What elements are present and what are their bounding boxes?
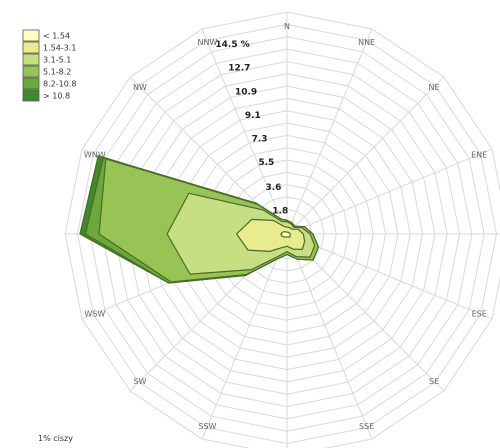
grid-spoke: [286, 28, 373, 235]
grid-spoke: [201, 233, 288, 440]
grid-spoke: [286, 233, 493, 320]
ring-label: 5.5: [258, 158, 274, 168]
series-area-6: [280, 230, 292, 238]
ring-label: 10.9: [235, 87, 257, 97]
grid-spoke: [201, 28, 288, 235]
direction-label: WSW: [84, 310, 105, 319]
legend: < 1.54 1.54-3.1 3.1-5.1 5.1-8.2 8.2-10.8 > 10…: [22, 29, 76, 102]
series-area-5: [235, 218, 306, 252]
radial-grid: [64, 11, 500, 448]
legend-swatch: [22, 77, 40, 90]
direction-label: N: [284, 22, 290, 31]
direction-label: NNW: [197, 38, 217, 47]
calm-text: 1% ciszy: [38, 434, 73, 443]
direction-label: ENE: [471, 150, 487, 159]
ring-label: 14.5 %: [215, 40, 249, 50]
grid-ring: [64, 11, 500, 448]
direction-label: NNE: [358, 38, 375, 47]
direction-labels: N NNE NE ENE ESE SE SSE SSW SW WSW WNW NW NNW: [84, 22, 487, 431]
ring-label: 3.6: [266, 183, 282, 193]
legend-swatch: [22, 29, 40, 42]
legend-label: 3.1-5.1: [43, 56, 71, 65]
direction-label: SE: [429, 377, 439, 386]
ring-labels: 1.8 3.6 5.5 7.3 9.1 10.9 12.7 14.5 %: [215, 40, 288, 216]
legend-swatch: [22, 53, 40, 66]
legend-label: 8.2-10.8: [43, 80, 76, 89]
ring-label: 12.7: [228, 64, 250, 74]
direction-label: SW: [133, 377, 146, 386]
direction-label: SSE: [359, 422, 374, 431]
direction-label: SSW: [198, 422, 216, 431]
direction-label: ESE: [472, 310, 487, 319]
frequency-areas: [79, 155, 320, 284]
grid-spoke: [286, 148, 493, 235]
legend-swatch: [22, 65, 40, 78]
ring-label: 7.3: [252, 134, 268, 144]
direction-label: NW: [133, 83, 147, 92]
grid-spoke: [286, 76, 445, 235]
legend-label: > 10.8: [43, 92, 70, 101]
direction-label: WNW: [84, 150, 106, 159]
legend-swatch: [22, 89, 40, 102]
ring-label: 9.1: [245, 111, 261, 121]
legend-label: 1.54-3.1: [43, 44, 76, 53]
legend-label: 5.1-8.2: [43, 68, 71, 77]
legend-label: < 1.54: [43, 32, 70, 41]
direction-label: NE: [429, 83, 440, 92]
grid-spoke: [286, 233, 373, 440]
ring-label: 1.8: [272, 206, 288, 216]
legend-swatch: [22, 41, 40, 54]
